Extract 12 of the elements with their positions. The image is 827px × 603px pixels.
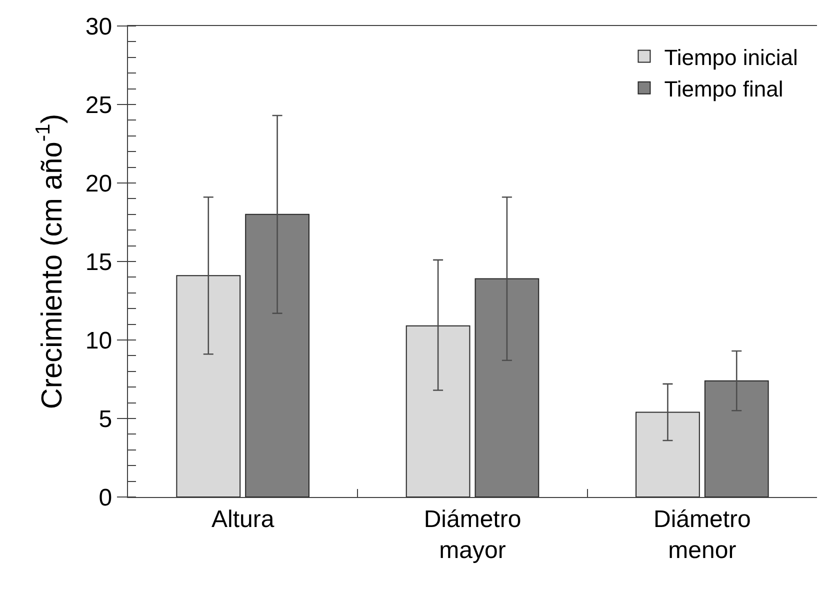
legend-label: Tiempo inicial bbox=[664, 44, 798, 70]
y-tick-label: 25 bbox=[85, 92, 112, 119]
y-tick-label: 20 bbox=[85, 170, 112, 198]
y-tick-label: 10 bbox=[85, 327, 112, 354]
y-tick-label: 30 bbox=[85, 13, 112, 40]
x-tick-label: Altura bbox=[211, 506, 275, 533]
y-tick-label: 15 bbox=[85, 248, 112, 276]
y-tick-label: 0 bbox=[98, 484, 112, 512]
legend-label: Tiempo final bbox=[664, 76, 784, 102]
x-tick-label: Diámetro mayor bbox=[424, 506, 522, 564]
y-tick-label: 5 bbox=[98, 406, 112, 433]
x-tick-label: Diámetro menor bbox=[653, 506, 751, 564]
